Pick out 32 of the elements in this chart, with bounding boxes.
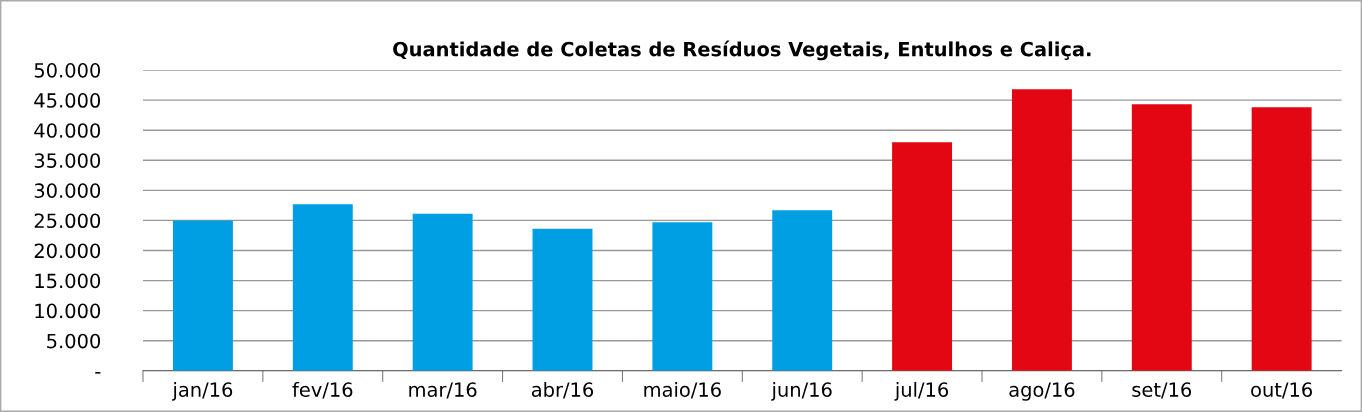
x-tick-label: jan/16 [172,381,233,401]
x-tick-label: set/16 [1132,382,1192,399]
chart-title: Quantidade de Coletas de Resíduos Vegetais, Entulhos e Caliça. [393,40,1091,61]
y-tick-label: 5.000 [47,333,101,349]
y-tick-label: 30.000 [34,183,101,199]
x-tick-label: mar/16 [409,382,477,399]
y-tick-label: 20.000 [34,243,101,259]
x-tick-label: jul/16 [894,381,949,401]
x-tick-label: fev/16 [292,381,353,399]
x-tick-label: out/16 [1251,382,1312,399]
y-tick-label: 50.000 [34,63,101,78]
bar [532,228,593,371]
x-tick-label: ago/16 [1009,382,1075,401]
y-tick-label: 25.000 [34,213,101,229]
bar [892,142,953,371]
bar [772,210,833,371]
bar [1131,104,1192,371]
y-tick-label: 45.000 [34,93,101,108]
bar [1251,107,1312,371]
y-tick-label: 40.000 [34,123,101,138]
x-tick-label: jun/16 [771,381,832,401]
y-tick-label: 15.000 [35,273,101,289]
bar [172,220,233,371]
bar [292,204,353,371]
y-tick-label: - [95,372,101,374]
y-tick-label: 10.000 [35,303,101,319]
y-tick-label: 35.000 [34,153,101,168]
x-tick-label: abr/16 [531,381,594,399]
bar [652,222,713,371]
x-tick-label: maio/16 [644,381,721,399]
bar [412,213,473,371]
bar [1011,89,1072,371]
